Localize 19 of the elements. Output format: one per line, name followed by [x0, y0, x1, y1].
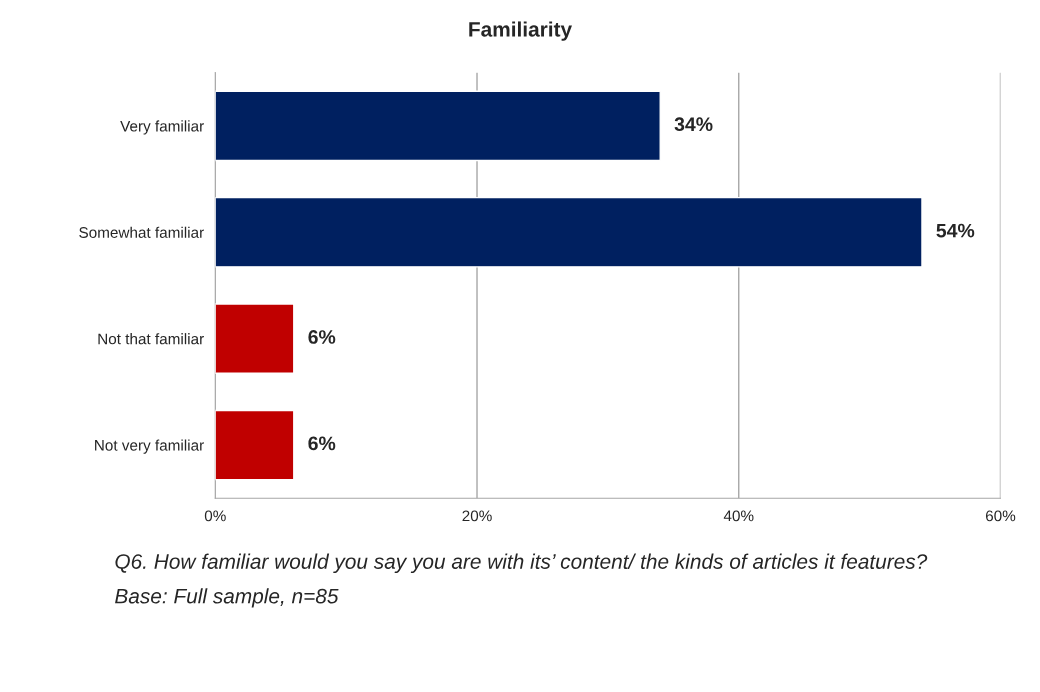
text: Q6. How familiar would you say you are with its’ content/ the kinds of articles it features? [115, 553, 928, 574]
y-tick-label: Not that familiar [98, 333, 204, 345]
x-tick-label: 0% [204, 510, 226, 522]
text: Base: Full sample, n=85 [115, 588, 339, 608]
x-tick-label: 60% [985, 510, 1016, 522]
bar [215, 409, 295, 481]
bar [215, 303, 295, 374]
data-label: 54% [936, 223, 975, 238]
y-tick-label: Not very familiar [95, 439, 204, 454]
y-tick-label: Somewhat familiar [79, 226, 204, 238]
bar [215, 90, 661, 162]
chart-title: Familiarity [469, 21, 572, 41]
y-tick-label: Very familiar [120, 120, 204, 135]
data-label: 6% [308, 436, 336, 451]
data-label: 6% [308, 330, 336, 344]
x-tick-label: 40% [723, 510, 754, 522]
bar [215, 196, 923, 268]
x-tick-label: 20% [462, 510, 492, 522]
data-label: 34% [674, 117, 713, 132]
